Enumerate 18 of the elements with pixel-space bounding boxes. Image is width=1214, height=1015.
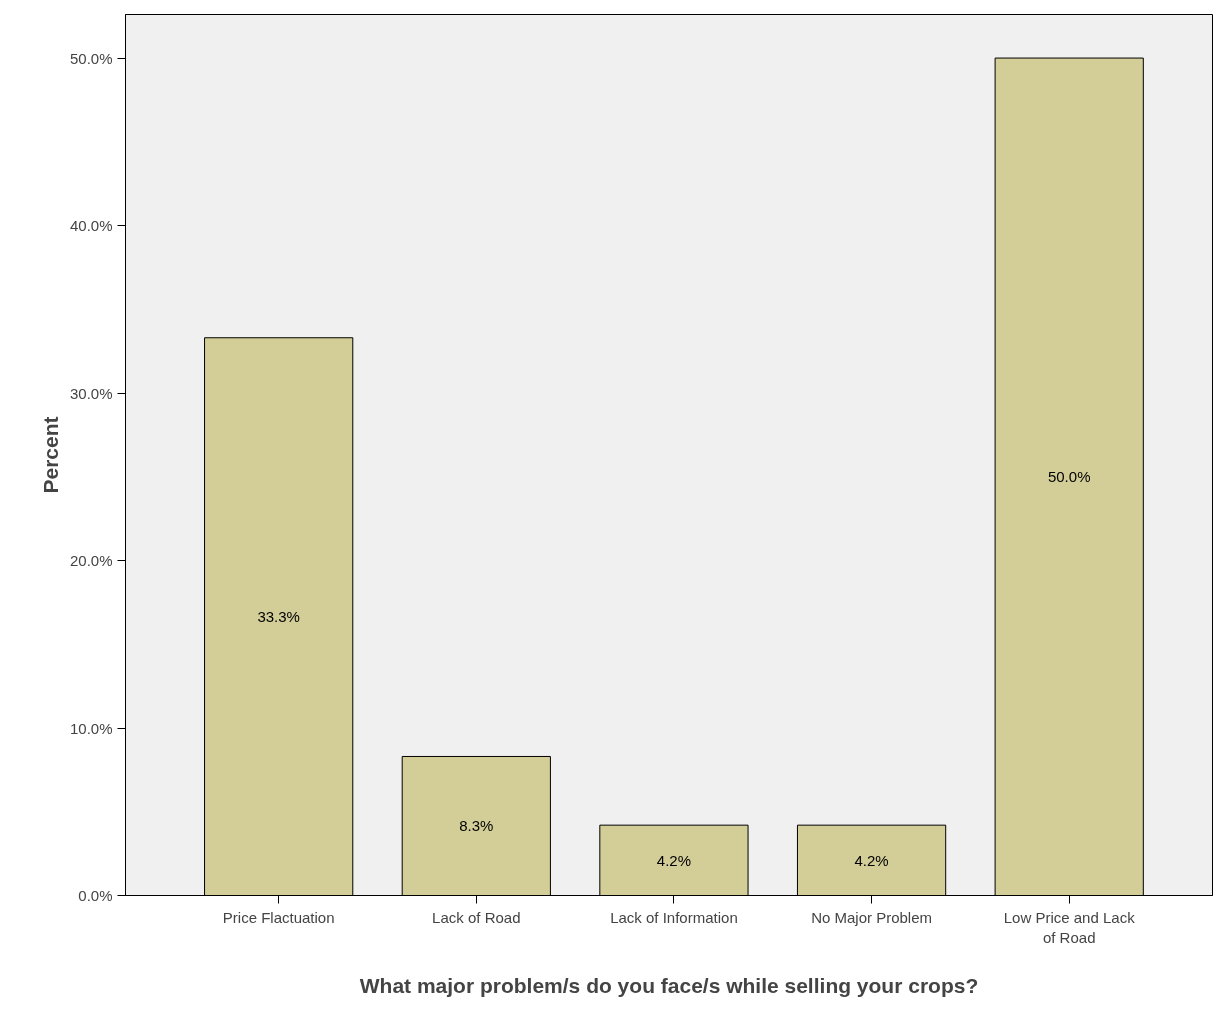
- x-tick-label: Low Price and Lack of Road: [1003, 908, 1136, 946]
- y-axis-title: Percent: [38, 416, 62, 494]
- data-label: 50.0%: [1047, 468, 1091, 486]
- data-label: 4.2%: [656, 851, 692, 869]
- y-tick-label: 50.0%: [69, 49, 113, 67]
- data-label: 4.2%: [854, 851, 889, 869]
- data-label: 8.3%: [459, 817, 494, 835]
- y-tick-label: 20.0%: [69, 552, 113, 570]
- x-tick-label: No Major Problem: [811, 908, 933, 926]
- x-tick-label: Lack of Road: [432, 908, 521, 926]
- y-tick-label: 30.0%: [69, 384, 113, 402]
- x-axis-title: What major problem/s do you face/s while selling your crops?: [359, 973, 979, 997]
- y-tick-label: 0.0%: [78, 887, 113, 904]
- y-tick-label: 40.0%: [69, 217, 113, 235]
- data-label: 33.3%: [257, 608, 300, 626]
- y-tick-label: 10.0%: [69, 719, 113, 737]
- x-tick-label: Lack of Information: [610, 908, 738, 926]
- x-tick-label: Price Flactuation: [222, 908, 335, 926]
